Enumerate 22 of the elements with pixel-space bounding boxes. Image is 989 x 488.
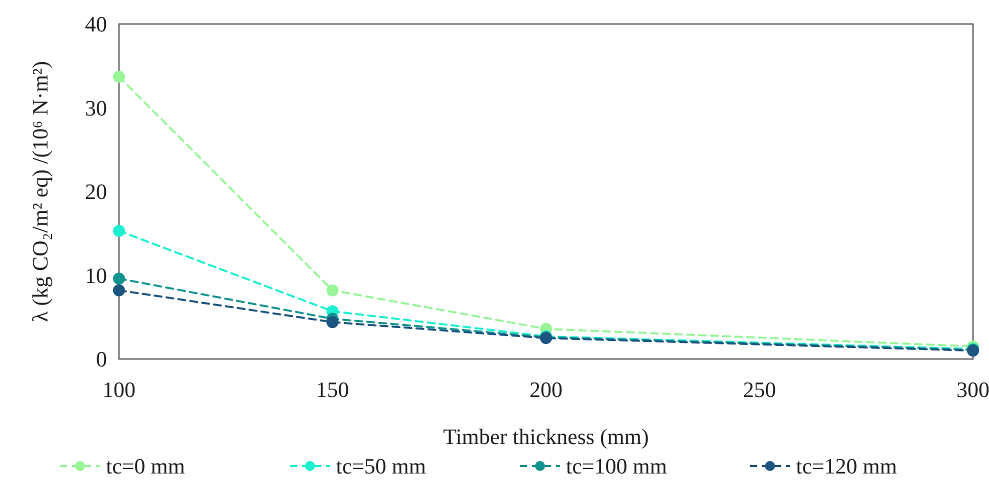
y-tick-label: 0 (96, 346, 107, 372)
x-tick-label: 250 (743, 377, 776, 402)
point (326, 316, 338, 328)
y-tick-label: 10 (85, 262, 107, 288)
y-axis-title: λ (kg CO₂/m² eq) /(10⁶ N·m²) (28, 61, 53, 322)
legend-label: tc=120 mm (796, 454, 898, 479)
x-tick-label: 200 (530, 377, 562, 402)
y-tick-label: 20 (85, 179, 107, 204)
x-tick-label: 150 (316, 377, 349, 402)
point (113, 224, 125, 237)
x-tick-label: 300 (956, 377, 989, 402)
legend-label: tc=0 mm (106, 454, 186, 479)
y-tick-label: 40 (85, 12, 107, 37)
legend-label: tc=100 mm (566, 454, 668, 479)
point (113, 70, 125, 83)
point (113, 284, 125, 296)
point (326, 284, 338, 296)
x-axis-title: Timber thickness (mm) (443, 424, 649, 449)
legend-label: tc=50 mm (336, 454, 426, 479)
y-tick-label: 30 (85, 95, 107, 120)
point (113, 272, 125, 285)
x-tick-label: 100 (102, 377, 136, 402)
